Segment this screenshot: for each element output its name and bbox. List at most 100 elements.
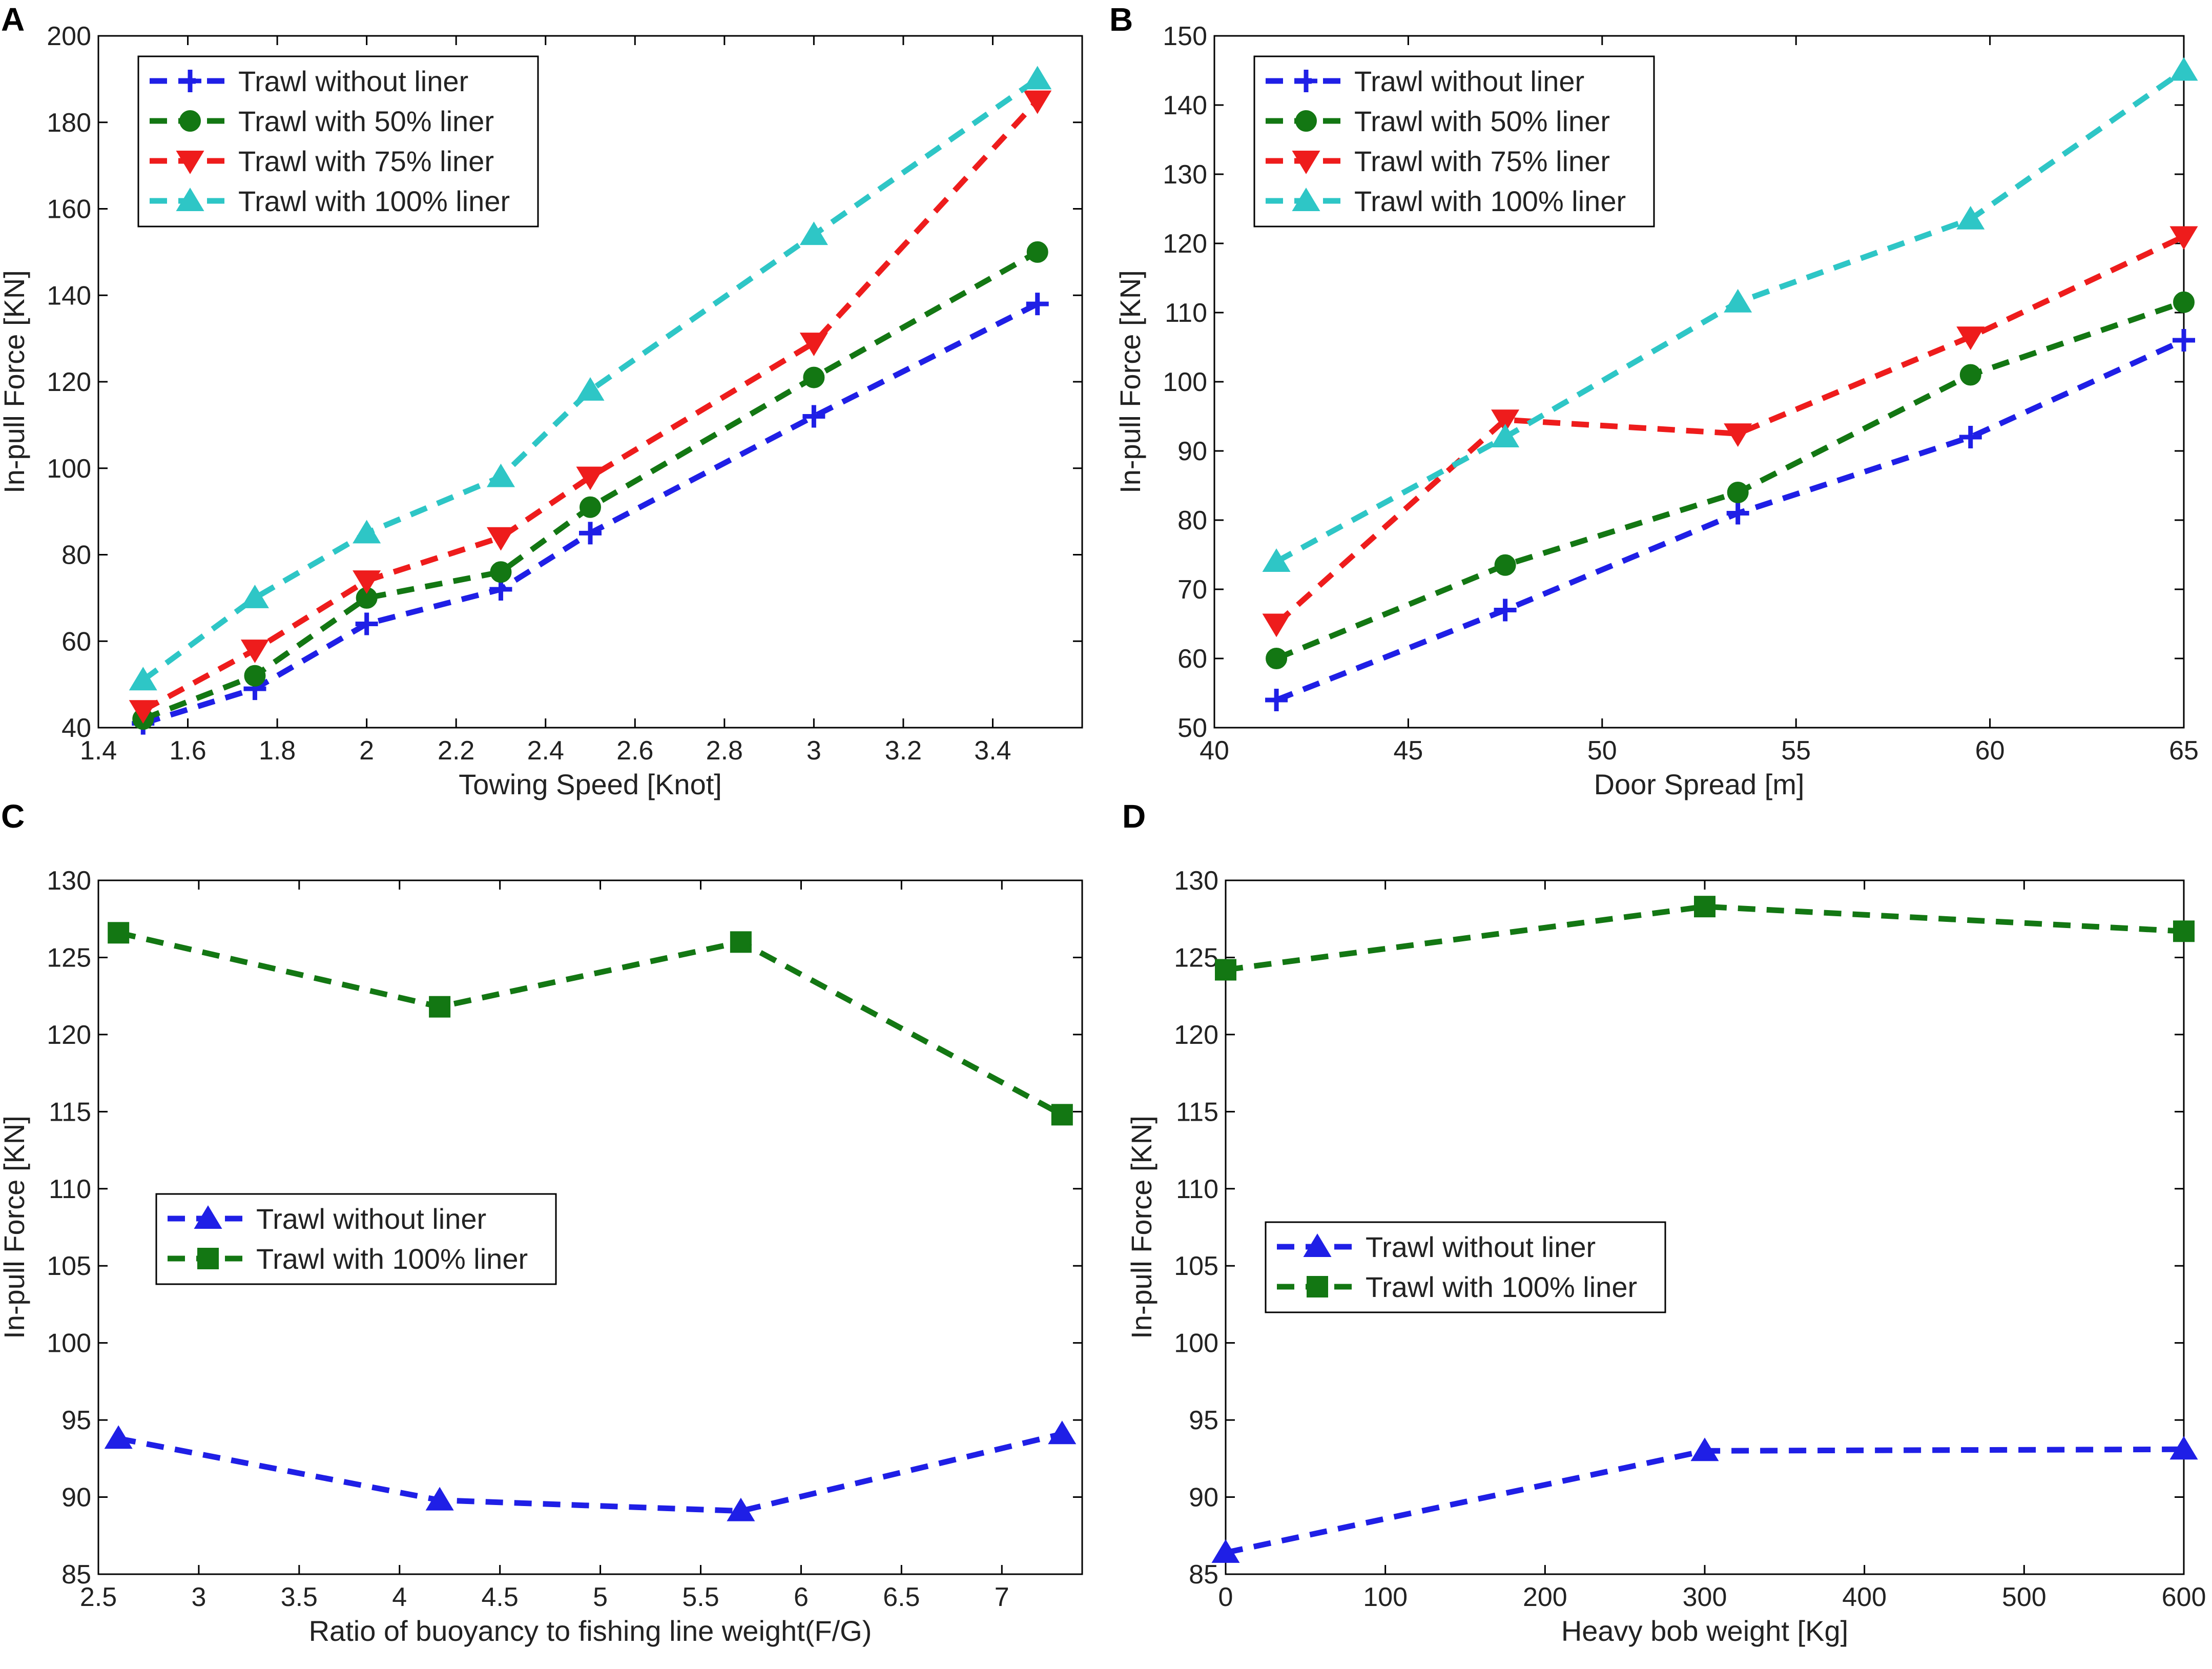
data-point: [2173, 329, 2195, 352]
series-trawl-with-100-liner: [108, 922, 1073, 1126]
y-axis-label: In-pull Force [KN]: [0, 270, 30, 493]
y-tick-label: 125: [1174, 943, 1218, 973]
y-tick-label: 120: [47, 1020, 91, 1050]
x-tick-label: 1.8: [259, 736, 296, 766]
data-point: [1494, 554, 1516, 576]
legend-marker: [179, 70, 201, 92]
data-point: [1051, 1104, 1073, 1126]
series-trawl-with-50-liner: [132, 241, 1048, 730]
legend-label: Trawl with 100% liner: [1366, 1271, 1637, 1303]
y-tick-label: 160: [47, 195, 91, 224]
y-tick-label: 125: [47, 943, 91, 973]
y-tick-label: 105: [1174, 1251, 1218, 1281]
data-point: [1023, 90, 1052, 114]
data-point: [799, 221, 828, 245]
legend-label: Trawl without liner: [238, 65, 468, 97]
x-tick-label: 6.5: [883, 1582, 920, 1612]
panel-letter: A: [1, 1, 25, 38]
chart-panel-d: D 0 100 200 300 400 500 600 85 90 95 100 105 110 115 12…: [1122, 798, 2206, 1647]
series-line: [1274, 234, 2185, 626]
legend-label: Trawl without liner: [1366, 1231, 1596, 1263]
legend-label: Trawl with 75% liner: [1354, 145, 1610, 177]
legend-marker: [1295, 110, 1317, 132]
y-tick-label: 150: [1163, 22, 1207, 51]
data-point: [240, 584, 269, 608]
y-tick-label: 60: [1177, 644, 1207, 674]
x-tick-label: 5.5: [682, 1582, 719, 1612]
y-tick-label: 180: [47, 108, 91, 138]
series-trawl-with-100-liner: [1215, 896, 2195, 981]
x-tick-label: 500: [2002, 1582, 2046, 1612]
data-point: [1048, 1420, 1077, 1445]
data-point: [580, 496, 601, 518]
x-tick-label: 0: [1218, 1582, 1233, 1612]
y-axis-label: In-pull Force [KN]: [0, 1116, 30, 1339]
data-point: [1690, 1437, 1719, 1461]
y-tick-label: 105: [47, 1251, 91, 1281]
legend: Trawl without liner Trawl with 100% liner: [155, 1193, 557, 1285]
data-point: [1491, 424, 1520, 447]
series-trawl-with-75-liner: [1262, 226, 2198, 637]
data-point: [353, 520, 381, 544]
y-tick-label: 90: [1177, 437, 1207, 466]
x-tick-label: 65: [2169, 736, 2199, 766]
x-tick-label: 600: [2162, 1582, 2206, 1612]
y-tick-label: 120: [1174, 1020, 1218, 1050]
x-tick-label: 400: [1842, 1582, 1887, 1612]
data-point: [240, 640, 269, 664]
y-tick-label: 80: [61, 541, 91, 570]
x-axis-label: Door Spread [m]: [1594, 768, 1805, 800]
legend-marker: [197, 1248, 219, 1269]
y-tick-label: 100: [1163, 367, 1207, 397]
data-point: [355, 612, 378, 635]
x-tick-label: 7: [995, 1582, 1009, 1612]
legend-marker: [1295, 70, 1317, 92]
x-tick-label: 200: [1523, 1582, 1567, 1612]
data-point: [104, 1425, 133, 1449]
x-tick-label: 4: [392, 1582, 407, 1612]
data-point: [803, 366, 825, 388]
data-point: [1491, 409, 1520, 434]
data-point: [1026, 293, 1049, 316]
data-point: [129, 667, 157, 691]
data-point: [353, 570, 381, 594]
x-tick-label: 50: [1587, 736, 1617, 766]
x-tick-label: 55: [1781, 736, 1811, 766]
legend-label: Trawl with 75% liner: [238, 145, 494, 177]
legend-marker: [1292, 151, 1320, 174]
y-tick-label: 130: [47, 866, 91, 896]
y-tick-label: 110: [49, 1175, 91, 1204]
data-point: [579, 522, 602, 545]
x-tick-label: 2.6: [616, 736, 653, 766]
legend-marker: [1292, 188, 1320, 211]
y-tick-label: 115: [1176, 1097, 1218, 1127]
x-tick-label: 2.2: [438, 736, 474, 766]
data-point: [1266, 648, 1288, 669]
series-trawl-with-75-liner: [129, 90, 1052, 724]
data-point: [1023, 66, 1052, 90]
data-point: [1959, 426, 1982, 448]
data-point: [1262, 613, 1291, 637]
legend-box: [137, 55, 539, 228]
x-axis-label: Towing Speed [Knot]: [459, 768, 722, 800]
legend-marker: [194, 1205, 222, 1229]
y-tick-label: 120: [47, 367, 91, 397]
panel-letter: B: [1109, 1, 1133, 38]
x-tick-label: 3.4: [974, 736, 1011, 766]
y-tick-label: 80: [1177, 506, 1207, 535]
x-tick-label: 45: [1393, 736, 1423, 766]
legend-marker: [1303, 1233, 1332, 1257]
x-tick-label: 3.2: [885, 736, 922, 766]
x-tick-label: 100: [1363, 1582, 1408, 1612]
data-point: [1211, 1539, 1240, 1563]
y-axis-label: In-pull Force [KN]: [1114, 270, 1146, 493]
y-axis-label: In-pull Force [KN]: [1125, 1116, 1157, 1339]
series-trawl-with-50-liner: [1266, 291, 2195, 669]
legend-label: Trawl with 100% liner: [1354, 185, 1626, 217]
data-point: [1956, 326, 1985, 351]
data-point: [576, 466, 605, 490]
chart-panel-c: C 2.5 3 3.5 4 4.5 5 5.5 6 6.5 7 85 90 95 100 105 110 115 1…: [0, 798, 1083, 1647]
series-trawl-without-liner: [104, 1420, 1077, 1521]
y-tick-label: 100: [47, 454, 91, 484]
x-tick-label: 2.4: [527, 736, 564, 766]
